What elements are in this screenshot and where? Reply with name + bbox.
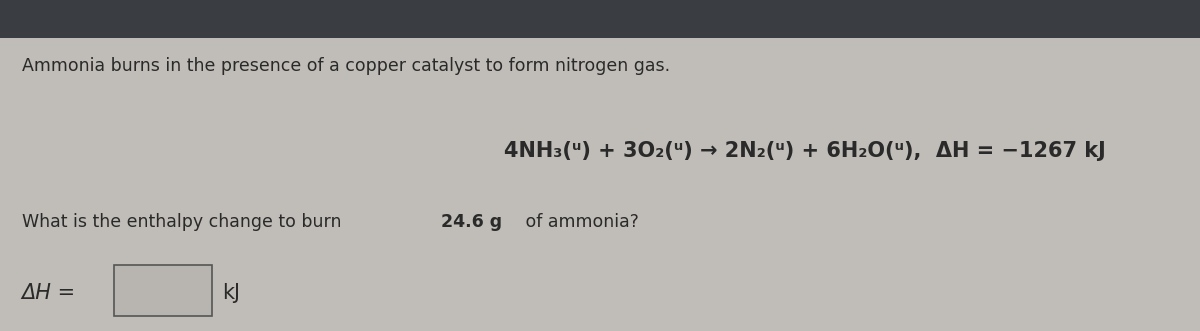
FancyBboxPatch shape	[114, 265, 212, 316]
Text: of ammonia?: of ammonia?	[520, 213, 638, 231]
FancyBboxPatch shape	[0, 0, 1200, 38]
Text: kJ: kJ	[222, 283, 240, 303]
Text: 24.6 g: 24.6 g	[440, 213, 502, 231]
Text: Ammonia burns in the presence of a copper catalyst to form nitrogen gas.: Ammonia burns in the presence of a coppe…	[22, 57, 670, 75]
Text: 4NH₃(ᵘ) + 3O₂(ᵘ) → 2N₂(ᵘ) + 6H₂O(ᵘ),  ΔH = −1267 kJ: 4NH₃(ᵘ) + 3O₂(ᵘ) → 2N₂(ᵘ) + 6H₂O(ᵘ), ΔH …	[504, 141, 1105, 161]
Text: ΔH =: ΔH =	[22, 283, 76, 303]
Text: What is the enthalpy change to burn: What is the enthalpy change to burn	[22, 213, 347, 231]
